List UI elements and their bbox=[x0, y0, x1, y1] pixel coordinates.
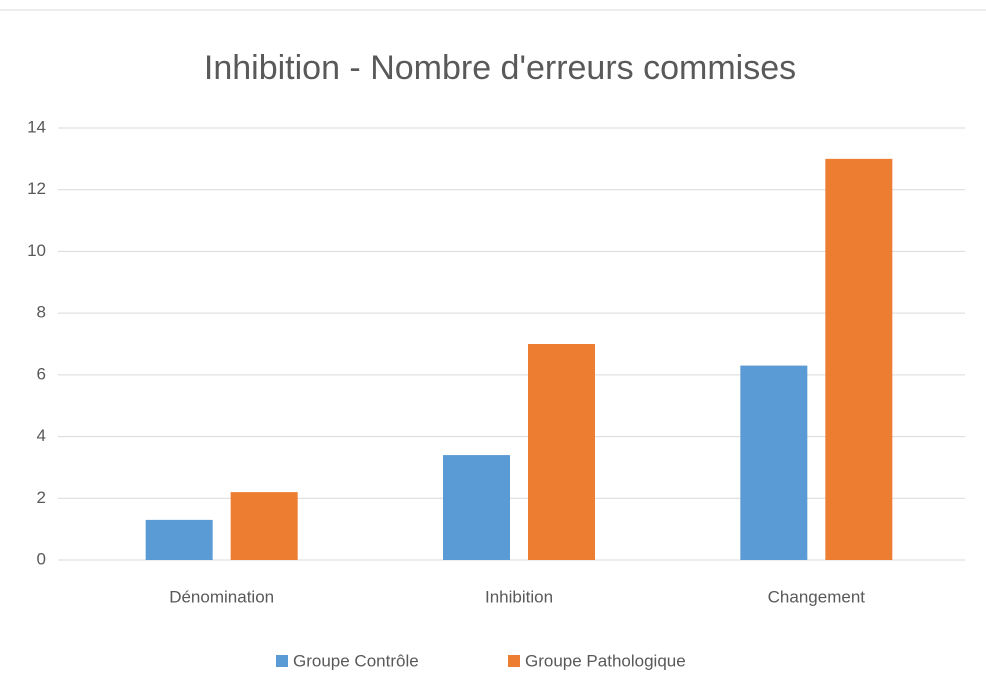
y-tick-label: 6 bbox=[37, 364, 46, 383]
bar bbox=[740, 365, 808, 560]
bar bbox=[443, 455, 510, 560]
bar bbox=[528, 344, 595, 560]
bar bbox=[230, 492, 298, 560]
y-tick-label: 2 bbox=[37, 488, 46, 507]
y-tick-label: 0 bbox=[37, 549, 46, 568]
y-tick-label: 8 bbox=[37, 303, 46, 322]
legend-label: Groupe Contrôle bbox=[293, 651, 419, 670]
x-tick-label: Inhibition bbox=[485, 587, 553, 606]
bar bbox=[825, 158, 893, 560]
chart-title: Inhibition - Nombre d'erreurs commises bbox=[204, 49, 796, 87]
legend-swatch bbox=[508, 655, 520, 667]
y-tick-label: 14 bbox=[27, 117, 46, 136]
bar bbox=[145, 519, 213, 560]
legend-label: Groupe Pathologique bbox=[525, 651, 686, 670]
y-tick-label: 12 bbox=[27, 179, 46, 198]
y-tick-label: 4 bbox=[37, 426, 46, 445]
y-tick-label: 10 bbox=[27, 241, 46, 260]
x-tick-label: Changement bbox=[768, 587, 866, 606]
x-tick-label: Dénomination bbox=[169, 587, 274, 606]
legend-swatch bbox=[276, 655, 288, 667]
